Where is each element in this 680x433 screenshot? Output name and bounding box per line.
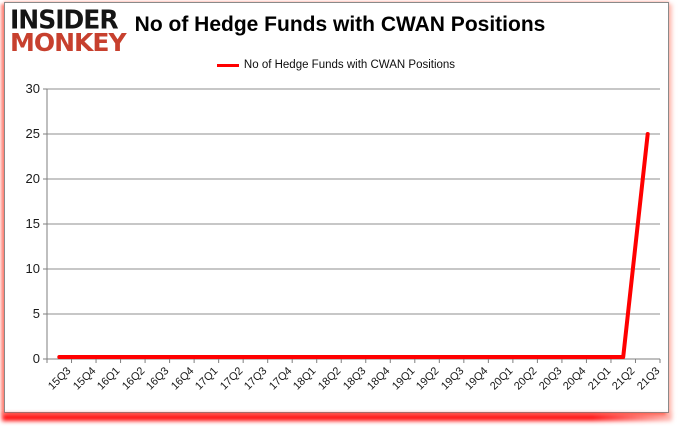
chart-title: No of Hedge Funds with CWAN Positions	[134, 13, 546, 36]
y-axis-label: 20	[25, 171, 40, 186]
logo-text-monkey: MONKEY	[10, 28, 127, 57]
y-axis-label: 15	[25, 216, 40, 231]
y-axis-label: 10	[25, 261, 40, 276]
y-axis-label: 5	[32, 306, 40, 321]
chart-legend: No of Hedge Funds with CWAN Positions	[0, 57, 672, 73]
y-axis-label: 0	[32, 351, 40, 366]
red-glow-border	[2, 414, 672, 421]
logo-text-insider: INSIDER	[10, 4, 119, 35]
legend-label: No of Hedge Funds with CWAN Positions	[243, 59, 456, 71]
chart-frame	[4, 2, 669, 413]
y-axis-label: 30	[25, 81, 40, 96]
series-line	[57, 132, 650, 359]
y-axis-label: 25	[25, 126, 40, 141]
legend-line-swatch	[216, 63, 239, 67]
insider-monkey-logo: INSIDER MONKEY	[10, 4, 127, 57]
